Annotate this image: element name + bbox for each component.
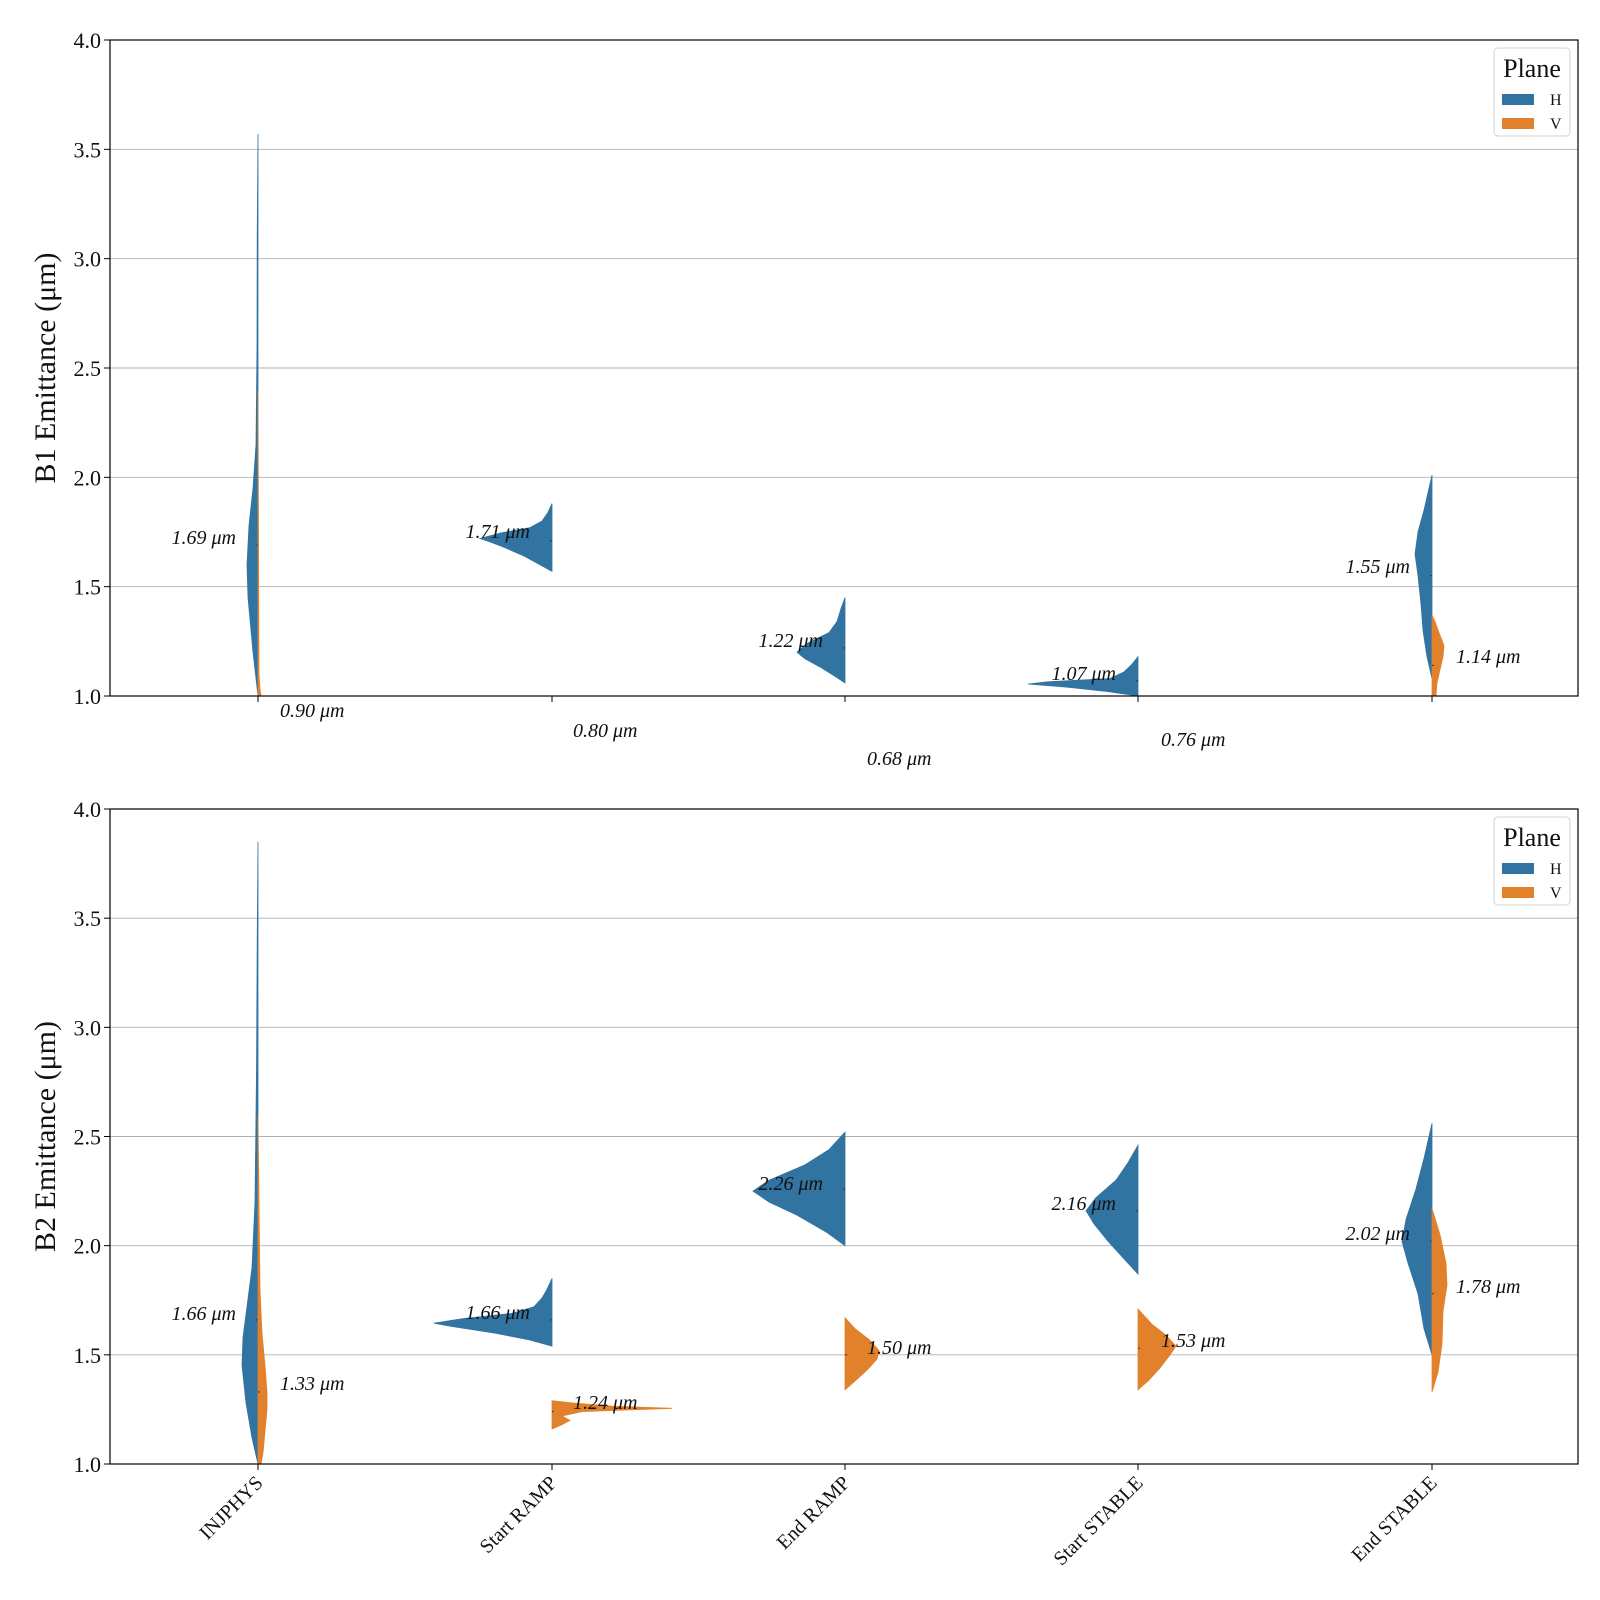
plot-frame (109, 808, 1579, 1465)
violin-h-start-ramp (433, 1278, 553, 1347)
x-tick-label: End STABLE (1347, 1472, 1441, 1566)
y-tick-label: 1.5 (74, 575, 102, 600)
violin-v-injphys (257, 1114, 268, 1465)
median-label: 1.24 μm (573, 1392, 637, 1414)
y-tick-label: 4.0 (74, 28, 102, 53)
median-label: 0.90 μm (280, 700, 344, 722)
median-label: 1.66 μm (172, 1303, 236, 1325)
violin-h-start-stable (1027, 655, 1139, 697)
violin-v-end-stable (1431, 614, 1445, 697)
y-tick-label: 4.0 (74, 797, 102, 822)
legend: Plane HV (1493, 47, 1571, 137)
violin-h-injphys (246, 134, 259, 697)
median-label: 1.22 μm (759, 630, 823, 652)
legend-title: Plane (1503, 54, 1561, 83)
legend-swatch-v (1502, 118, 1534, 129)
legend-title: Plane (1503, 823, 1561, 852)
legend: Plane HV (1493, 816, 1571, 906)
median-label: 1.07 μm (1052, 663, 1116, 685)
violin-h-start-ramp (478, 503, 553, 573)
median-label: 1.55 μm (1346, 556, 1410, 578)
y-tick-label: 3.5 (74, 906, 102, 931)
legend-entry-h: H (1550, 92, 1562, 109)
y-tick-label: 1.5 (74, 1343, 102, 1368)
median-label: 1.66 μm (466, 1302, 530, 1324)
violin-h-end-ramp (752, 1131, 846, 1247)
median-label: 0.80 μm (573, 720, 637, 742)
violin-v-start-ramp (551, 1400, 673, 1430)
violin-h-end-stable (1401, 1123, 1433, 1355)
median-label: 1.33 μm (280, 1373, 344, 1395)
chart-panel-2: 1.0 1.5 2.0 2.5 3.0 3.5 4.0 1.66 μm 1.66 μm 2.26 … (29, 797, 1579, 1570)
legend-entry-v: V (1550, 885, 1562, 902)
median-label: 2.26 μm (759, 1173, 823, 1195)
median-label: 1.14 μm (1456, 646, 1520, 668)
median-label: 1.71 μm (466, 521, 530, 543)
legend-box (1493, 816, 1571, 906)
median-label: 2.02 μm (1346, 1223, 1410, 1245)
legend-swatch-h (1502, 94, 1534, 105)
x-tick-label: INJPHYS (195, 1472, 267, 1544)
median-label: 1.69 μm (172, 527, 236, 549)
violin-h-end-stable (1414, 475, 1433, 679)
violin-h-end-ramp (796, 597, 846, 684)
y-axis-label: B1 Emittance (μm) (29, 252, 62, 483)
legend-entry-v: V (1550, 116, 1562, 133)
legend-swatch-h (1502, 863, 1534, 874)
legend-swatch-v (1502, 887, 1534, 898)
y-tick-label: 2.0 (74, 465, 102, 490)
chart-panel-1: 1.0 1.5 2.0 2.5 3.0 3.5 4.0 1.69 μm 1.71 μm 1.22 … (29, 28, 1579, 770)
violin-v-start-stable (1137, 1307, 1177, 1391)
y-tick-label: 2.5 (74, 1125, 102, 1150)
legend-entry-h: H (1550, 861, 1562, 878)
y-tick-label: 3.0 (74, 1015, 102, 1040)
x-tick-label: Start STABLE (1049, 1472, 1147, 1570)
median-label: 1.53 μm (1161, 1330, 1225, 1352)
median-label: 2.16 μm (1052, 1193, 1116, 1215)
violin-v-end-stable (1431, 1208, 1448, 1393)
y-tick-label: 2.0 (74, 1234, 102, 1259)
median-label: 1.50 μm (867, 1337, 931, 1359)
y-axis-label: B2 Emittance (μm) (29, 1021, 62, 1252)
y-tick-label: 2.5 (74, 356, 102, 381)
violin-v-end-ramp (844, 1316, 880, 1391)
violin-h-start-stable (1085, 1143, 1139, 1276)
y-tick-label: 3.5 (74, 137, 102, 162)
x-tick-label: End RAMP (773, 1472, 855, 1554)
median-label: 0.76 μm (1161, 729, 1225, 751)
violin-v-injphys (257, 389, 262, 697)
legend-box (1493, 47, 1571, 137)
x-tick-label: Start RAMP (476, 1472, 562, 1558)
y-tick-label: 3.0 (74, 247, 102, 272)
violin-h-injphys (241, 841, 259, 1465)
y-tick-label: 1.0 (74, 684, 102, 709)
median-label: 1.78 μm (1456, 1276, 1520, 1298)
plot-frame (109, 39, 1579, 697)
median-label: 0.68 μm (867, 748, 931, 770)
y-tick-label: 1.0 (74, 1452, 102, 1477)
